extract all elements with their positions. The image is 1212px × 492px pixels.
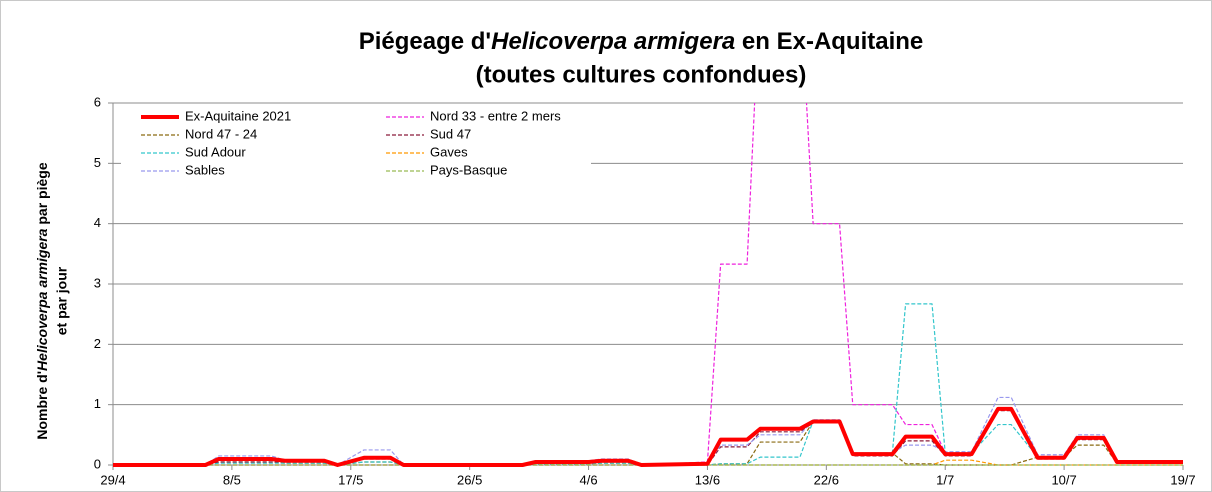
y-tick-label: 4	[94, 215, 101, 230]
y-tick-label: 1	[94, 396, 101, 411]
x-tick-label: 22/6	[814, 472, 839, 487]
chart-subtitle: (toutes cultures confondues)	[476, 61, 807, 88]
legend-label: Sud Adour	[185, 144, 246, 159]
y-label-part: Helicoverpa armigera	[34, 228, 50, 371]
y-tick-label: 2	[94, 336, 101, 351]
legend-label: Sables	[185, 162, 225, 177]
title-part: en Ex-Aquitaine	[735, 28, 923, 55]
legend-label: Nord 33 - entre 2 mers	[430, 108, 561, 123]
legend-box	[121, 107, 591, 185]
chart-title: Piégeage d'Helicoverpa armigera en Ex-Aq…	[359, 28, 924, 55]
x-tick-label: 4/6	[580, 472, 598, 487]
x-tick-label: 13/6	[695, 472, 720, 487]
x-tick-label: 26/5	[457, 472, 482, 487]
y-label-part: par piège	[34, 162, 50, 228]
y-axis-label: et par jour	[54, 266, 70, 335]
y-axis-label: Nombre d'Helicoverpa armigera par piège	[34, 162, 50, 439]
series-line	[113, 406, 1183, 467]
x-tick-label: 29/4	[100, 472, 125, 487]
x-tick-label: 1/7	[936, 472, 954, 487]
legend-label: Gaves	[430, 144, 468, 159]
legend-label: Ex-Aquitaine 2021	[185, 108, 291, 123]
y-label-part: Nombre d'	[34, 371, 50, 440]
x-tick-label: 8/5	[223, 472, 241, 487]
series-line	[113, 303, 1183, 466]
title-part: Helicoverpa armigera	[491, 28, 735, 55]
legend-label: Pays-Basque	[430, 162, 507, 177]
x-tick-label: 10/7	[1051, 472, 1076, 487]
y-tick-label: 0	[94, 456, 101, 471]
legend-label: Nord 47 - 24	[185, 126, 257, 141]
legend-label: Sud 47	[430, 126, 471, 141]
y-tick-label: 5	[94, 155, 101, 170]
y-tick-label: 6	[94, 94, 101, 109]
legend: Ex-Aquitaine 2021 Nord 33 - entre 2 mers N…	[121, 107, 591, 185]
x-tick-label: 19/7	[1170, 472, 1195, 487]
x-tick-label: 17/5	[338, 472, 363, 487]
y-tick-label: 3	[94, 275, 101, 290]
title-part: Piégeage d'	[359, 28, 491, 55]
plot-lines	[113, 103, 1183, 467]
